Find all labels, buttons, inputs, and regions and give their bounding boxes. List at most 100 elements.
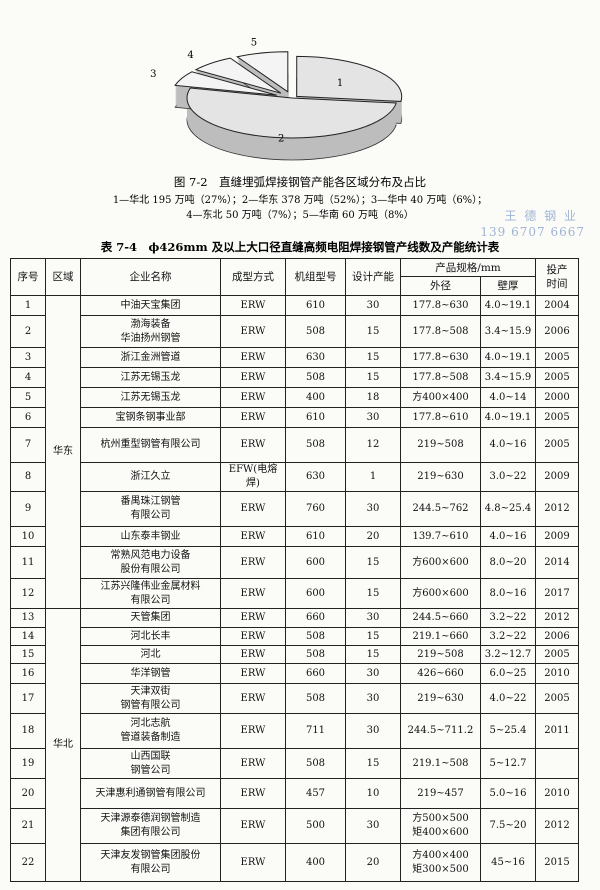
unit-model: 760 — [285, 491, 346, 527]
design-capacity: 18 — [345, 387, 401, 408]
table-row: 18 河北志航 管道装备制造 ERW 711 30 244.5~711.2 5~25.4 20… — [10, 713, 580, 749]
unit-model: 711 — [285, 713, 346, 749]
wall-thickness: 4.0~16 — [479, 427, 537, 463]
start-year: 2005 — [535, 683, 580, 714]
start-year: 2005 — [535, 427, 580, 463]
design-capacity: 30 — [345, 407, 401, 428]
company: 宝钢条钢事业部 — [80, 407, 221, 428]
outer-diameter: 方600×600 — [400, 578, 481, 609]
design-capacity: 15 — [345, 546, 401, 579]
forming-method: ERW — [220, 491, 286, 527]
start-year: 2014 — [535, 546, 580, 579]
watermark: 139 6707 6667 — [480, 225, 585, 239]
design-capacity: 15 — [345, 347, 401, 368]
start-year: 2017 — [535, 578, 580, 609]
unit-model: 508 — [285, 627, 346, 646]
table-row: 11 常熟风范电力设备 股份有限公司 ERW 600 15 方600×600 8.0~20 2… — [10, 546, 580, 579]
watermark: 王 德 钢 业 — [505, 208, 578, 223]
company: 渤海装备 华油扬州钢管 — [80, 315, 221, 348]
forming-method: ERW — [220, 645, 286, 664]
company: 杭州重型钢管有限公司 — [80, 427, 221, 463]
wall-thickness: 4.0~19.1 — [479, 347, 537, 368]
wall-thickness: 4.0~19.1 — [479, 407, 537, 428]
table-row: 8 浙江久立 EFW(电熔焊) 630 1 219~630 3.0~22 2009 — [10, 462, 580, 492]
forming-method: ERW — [220, 367, 286, 388]
unit-model: 630 — [285, 462, 346, 492]
outer-diameter: 177.8~630 — [400, 347, 481, 368]
outer-diameter: 219~508 — [400, 427, 481, 463]
header-cell: 序号 — [10, 258, 46, 296]
table-row: 3 浙江金洲管道 ERW 630 15 177.8~630 4.0~19.1 2005 — [10, 347, 580, 368]
design-capacity: 1 — [345, 462, 401, 492]
forming-method: ERW — [220, 347, 286, 368]
company: 天津源泰德润钢管制造 集团有限公司 — [80, 808, 221, 844]
design-capacity: 10 — [345, 778, 401, 809]
wall-thickness: 4.0~14 — [479, 387, 537, 408]
design-capacity: 30 — [345, 808, 401, 844]
wall-thickness: 5~25.4 — [479, 713, 537, 749]
header-cell: 投产时间 — [535, 258, 580, 296]
forming-method: ERW — [220, 526, 286, 547]
header-cell: 区域 — [45, 258, 81, 296]
row-number: 5 — [10, 387, 46, 408]
design-capacity: 30 — [345, 608, 401, 628]
design-capacity: 30 — [345, 295, 401, 316]
row-number: 12 — [10, 578, 46, 609]
wall-thickness: 3.0~22 — [479, 462, 537, 492]
unit-model: 660 — [285, 608, 346, 628]
unit-model: 508 — [285, 315, 346, 348]
wall-thickness: 3.2~22 — [479, 627, 537, 646]
forming-method: ERW — [220, 748, 286, 779]
forming-method: ERW — [220, 683, 286, 714]
unit-model: 508 — [285, 683, 346, 714]
unit-model: 508 — [285, 645, 346, 664]
row-number: 19 — [10, 748, 46, 779]
table-title: 表 7-4 ϕ426mm 及以上大口径直缝高频电阻焊接钢管产线数及产能统计表 — [100, 240, 500, 254]
wall-thickness: 4.0~22 — [479, 683, 537, 714]
row-number: 9 — [10, 491, 46, 527]
row-number: 17 — [10, 683, 46, 714]
row-number: 6 — [10, 407, 46, 428]
company: 天津友发钢管集团股份 有限公司 — [80, 843, 221, 882]
design-capacity: 15 — [345, 315, 401, 348]
forming-method: ERW — [220, 546, 286, 579]
unit-model: 508 — [285, 748, 346, 779]
table-row: 16 华洋钢管 ERW 660 30 426~660 6.0~25 2010 — [10, 663, 580, 684]
outer-diameter: 177.8~630 — [400, 295, 481, 316]
wall-thickness: 4.8~25.4 — [479, 491, 537, 527]
company: 河北 — [80, 645, 221, 664]
start-year: 2005 — [535, 367, 580, 388]
table-row: 15 河北 ERW 508 15 219~508 3.2~12.7 2005 — [10, 645, 580, 664]
design-capacity: 15 — [345, 627, 401, 646]
company: 中油天宝集团 — [80, 295, 221, 316]
design-capacity: 20 — [345, 526, 401, 547]
table-row: 9 番禺珠江钢管 有限公司 ERW 760 30 244.5~762 4.8~25.4 201… — [10, 491, 580, 527]
unit-model: 400 — [285, 387, 346, 408]
outer-diameter: 方400×400 矩300×500 — [400, 843, 481, 882]
outer-diameter: 219.1~660 — [400, 627, 481, 646]
unit-model: 610 — [285, 526, 346, 547]
outer-diameter: 219~457 — [400, 778, 481, 809]
company: 华洋钢管 — [80, 663, 221, 684]
design-capacity: 15 — [345, 367, 401, 388]
design-capacity: 30 — [345, 663, 401, 684]
wall-thickness: 6.0~25 — [479, 663, 537, 684]
outer-diameter: 方600×600 — [400, 546, 481, 579]
table-row: 4 江苏无锡玉龙 ERW 508 15 177.8~508 3.4~15.9 2005 — [10, 367, 580, 388]
pie-slice — [235, 51, 289, 93]
start-year: 2010 — [535, 663, 580, 684]
outer-diameter: 426~660 — [400, 663, 481, 684]
start-year: 2012 — [535, 808, 580, 844]
figure-caption: 图 7-2 直缝埋弧焊接钢管产能各区域分布及占比 — [174, 175, 426, 189]
forming-method: EFW(电熔焊) — [220, 462, 286, 492]
wall-thickness: 3.4~15.9 — [479, 367, 537, 388]
wall-thickness: 8.0~20 — [479, 546, 537, 579]
unit-model: 457 — [285, 778, 346, 809]
table-row: 17 天津双街 钢管有限公司 ERW 508 30 219~630 4.0~22 2005 — [10, 683, 580, 714]
company: 天管集团 — [80, 608, 221, 628]
forming-method: ERW — [220, 627, 286, 646]
outer-diameter: 244.5~762 — [400, 491, 481, 527]
figure-legend: 1—华北 195 万吨（27%）；2—华东 378 万吨（52%）；3—华中 4… — [113, 193, 487, 206]
company: 天津惠利通钢管有限公司 — [80, 778, 221, 809]
table-row: 5 江苏无锡玉龙 ERW 400 18 方400×400 4.0~14 2000 — [10, 387, 580, 408]
